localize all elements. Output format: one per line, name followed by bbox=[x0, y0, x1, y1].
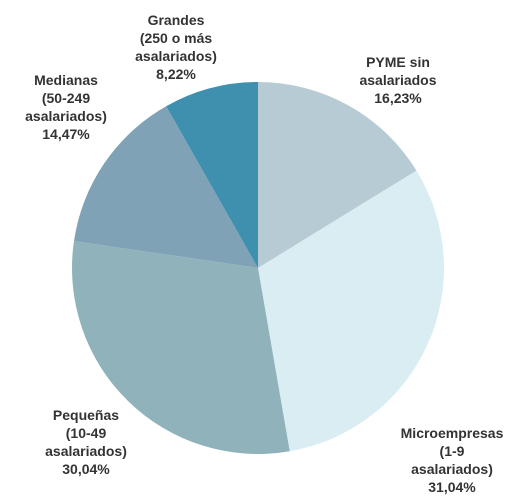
pie-slice bbox=[73, 106, 258, 269]
pie-slice bbox=[258, 82, 417, 268]
value-label: 16,23% bbox=[374, 90, 422, 106]
value-label: 8,22% bbox=[156, 66, 196, 82]
category-label: Grandes (250 o más asalariados) bbox=[135, 12, 217, 64]
category-label: Medianas (50-249 asalariados) bbox=[25, 72, 107, 124]
pie-slice bbox=[166, 82, 258, 268]
category-label: PYME sin asalariados bbox=[359, 54, 437, 88]
value-label: 14,47% bbox=[42, 126, 90, 142]
category-label: Microempresas (1-9 asalariados) bbox=[400, 425, 504, 477]
slice-label: Medianas (50-249 asalariados) 14,47% bbox=[25, 71, 107, 143]
pie-slice bbox=[71, 241, 290, 454]
pie-slice bbox=[258, 170, 444, 452]
slice-label: Pequeñas (10-49 asalariados) 30,04% bbox=[45, 406, 127, 478]
slice-label: Grandes (250 o más asalariados) 8,22% bbox=[135, 11, 217, 83]
category-label: Pequeñas (10-49 asalariados) bbox=[45, 407, 127, 459]
slice-label: PYME sin asalariados 16,23% bbox=[359, 53, 436, 107]
slice-label: Microempresas (1-9 asalariados) 31,04% bbox=[401, 424, 504, 496]
value-label: 31,04% bbox=[428, 479, 476, 495]
value-label: 30,04% bbox=[62, 461, 110, 477]
